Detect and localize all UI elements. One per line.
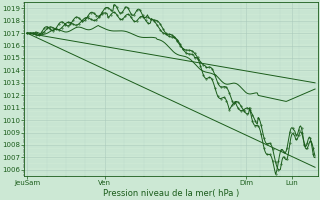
X-axis label: Pression niveau de la mer( hPa ): Pression niveau de la mer( hPa ) bbox=[103, 189, 239, 198]
